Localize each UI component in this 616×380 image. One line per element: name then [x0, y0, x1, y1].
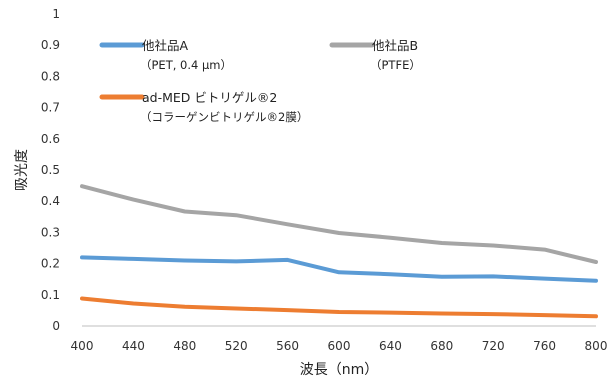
y-tick-label: 0.6	[41, 132, 60, 146]
y-tick-label: 0.8	[41, 69, 60, 83]
y-tick-label: 0	[52, 319, 60, 333]
legend-label-1: 他社品B	[372, 38, 418, 53]
y-tick-label: 0.3	[41, 225, 60, 239]
legend-label-0: 他社品A	[142, 38, 189, 53]
x-tick-label: 480	[173, 339, 196, 353]
legend-note-1: （PTFE）	[370, 58, 421, 72]
legend-note-2: （コラーゲンビトリゲル®2膜）	[140, 110, 308, 124]
series-line-2	[80, 296, 598, 319]
y-tick-label: 0.9	[41, 38, 60, 52]
y-tick-label: 1	[52, 7, 60, 21]
legend-note-0: （PET, 0.4 μm）	[140, 58, 232, 72]
series-line-1	[80, 184, 598, 264]
x-tick-label: 400	[71, 339, 94, 353]
y-tick-label: 0.1	[41, 288, 60, 302]
x-tick-label: 520	[225, 339, 248, 353]
series-line-0	[80, 255, 598, 283]
y-tick-label: 0.4	[41, 194, 60, 208]
x-tick-label: 560	[276, 339, 299, 353]
y-tick-label: 0.7	[41, 101, 60, 115]
x-tick-label: 760	[533, 339, 556, 353]
x-tick-label: 800	[585, 339, 608, 353]
x-tick-label: 720	[482, 339, 505, 353]
y-axis-title: 吸光度	[14, 149, 30, 191]
x-tick-label: 440	[122, 339, 145, 353]
x-axis-title: 波長（nm）	[300, 362, 379, 378]
legend-label-2: ad-MED ビトリゲル®2	[142, 90, 277, 105]
x-tick-label: 600	[328, 339, 351, 353]
x-tick-label: 680	[430, 339, 453, 353]
y-tick-label: 0.5	[41, 163, 60, 177]
x-tick-label: 640	[379, 339, 402, 353]
y-tick-label: 0.2	[41, 257, 60, 271]
